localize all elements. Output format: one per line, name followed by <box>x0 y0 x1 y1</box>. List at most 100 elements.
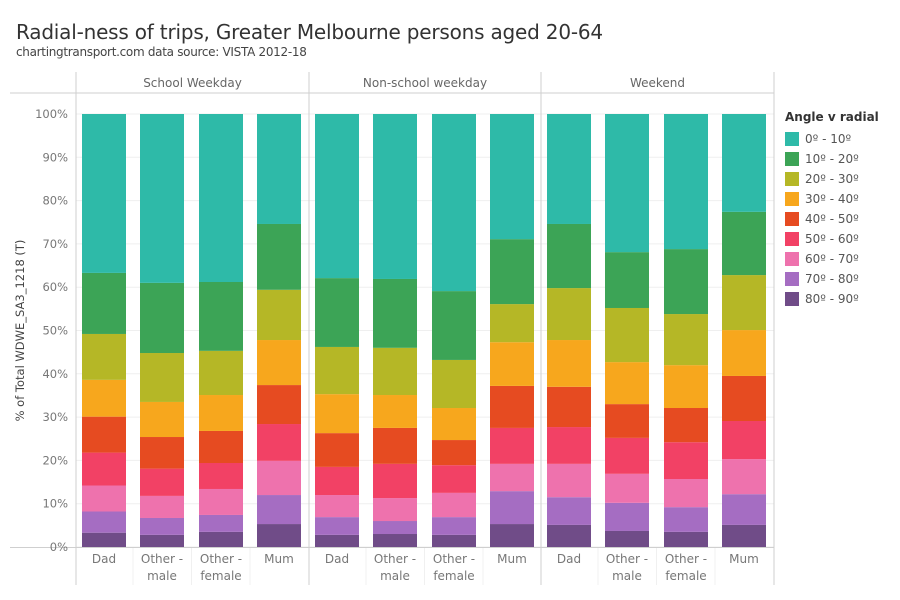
bar-segment[interactable] <box>140 534 184 547</box>
bar-segment[interactable] <box>547 463 591 498</box>
bar-segment[interactable] <box>140 114 184 283</box>
bar-segment[interactable] <box>82 511 126 533</box>
bar-segment[interactable] <box>722 330 766 376</box>
legend-item[interactable]: 30º - 40º <box>785 189 879 209</box>
bar-stack[interactable] <box>140 114 184 547</box>
bar-segment[interactable] <box>82 485 126 512</box>
bar-segment[interactable] <box>373 114 417 279</box>
bar-segment[interactable] <box>490 304 534 343</box>
bar-segment[interactable] <box>82 452 126 486</box>
bar-segment[interactable] <box>82 379 126 417</box>
bar-segment[interactable] <box>664 408 708 443</box>
bar-segment[interactable] <box>315 534 359 547</box>
bar-segment[interactable] <box>373 395 417 428</box>
bar-segment[interactable] <box>199 395 243 431</box>
bar-segment[interactable] <box>664 314 708 366</box>
bar-segment[interactable] <box>664 442 708 480</box>
bar-segment[interactable] <box>490 491 534 525</box>
legend-item[interactable]: 0º - 10º <box>785 129 879 149</box>
bar-segment[interactable] <box>373 498 417 522</box>
legend-item[interactable]: 20º - 30º <box>785 169 879 189</box>
bar-segment[interactable] <box>373 463 417 499</box>
bar-segment[interactable] <box>490 342 534 386</box>
bar-segment[interactable] <box>315 495 359 518</box>
bar-segment[interactable] <box>257 114 301 224</box>
bar-segment[interactable] <box>257 495 301 525</box>
bar-segment[interactable] <box>664 507 708 532</box>
bar-segment[interactable] <box>82 272 126 334</box>
bar-segment[interactable] <box>140 401 184 438</box>
bar-segment[interactable] <box>547 427 591 464</box>
bar-segment[interactable] <box>605 530 649 547</box>
bar-segment[interactable] <box>315 433 359 467</box>
bar-segment[interactable] <box>664 365 708 409</box>
bar-segment[interactable] <box>257 340 301 386</box>
bar-segment[interactable] <box>199 531 243 547</box>
bar-segment[interactable] <box>722 459 766 495</box>
bar-segment[interactable] <box>664 531 708 547</box>
bar-stack[interactable] <box>82 114 126 547</box>
bar-segment[interactable] <box>605 437 649 474</box>
bar-segment[interactable] <box>82 114 126 273</box>
bar-segment[interactable] <box>490 524 534 547</box>
bar-segment[interactable] <box>315 278 359 347</box>
bar-segment[interactable] <box>432 114 476 292</box>
bar-stack[interactable] <box>315 114 359 547</box>
legend-item[interactable]: 80º - 90º <box>785 289 879 309</box>
bar-segment[interactable] <box>722 524 766 547</box>
bar-segment[interactable] <box>315 466 359 496</box>
bar-stack[interactable] <box>547 114 591 547</box>
bar-segment[interactable] <box>373 521 417 535</box>
bar-segment[interactable] <box>722 275 766 331</box>
bar-segment[interactable] <box>490 114 534 240</box>
bar-segment[interactable] <box>432 359 476 409</box>
bar-segment[interactable] <box>257 524 301 547</box>
bar-segment[interactable] <box>140 282 184 354</box>
legend-item[interactable]: 60º - 70º <box>785 249 879 269</box>
bar-stack[interactable] <box>490 114 534 547</box>
bar-segment[interactable] <box>722 211 766 276</box>
bar-segment[interactable] <box>199 462 243 489</box>
bar-segment[interactable] <box>722 114 766 212</box>
bar-segment[interactable] <box>140 437 184 469</box>
bar-segment[interactable] <box>373 278 417 348</box>
bar-segment[interactable] <box>432 291 476 360</box>
bar-segment[interactable] <box>605 114 649 253</box>
bar-segment[interactable] <box>722 375 766 421</box>
bar-stack[interactable] <box>257 114 301 547</box>
bar-segment[interactable] <box>432 492 476 518</box>
bar-segment[interactable] <box>257 424 301 461</box>
bar-segment[interactable] <box>605 252 649 308</box>
bar-stack[interactable] <box>373 114 417 547</box>
bar-segment[interactable] <box>605 404 649 438</box>
bar-segment[interactable] <box>257 385 301 425</box>
bar-segment[interactable] <box>140 495 184 518</box>
bar-stack[interactable] <box>664 114 708 547</box>
bar-segment[interactable] <box>432 408 476 441</box>
bar-segment[interactable] <box>490 385 534 428</box>
bar-segment[interactable] <box>257 460 301 496</box>
bar-segment[interactable] <box>315 346 359 395</box>
bar-segment[interactable] <box>432 440 476 466</box>
bar-segment[interactable] <box>605 307 649 363</box>
bar-stack[interactable] <box>432 114 476 547</box>
bar-segment[interactable] <box>547 524 591 547</box>
bar-segment[interactable] <box>140 468 184 496</box>
bar-segment[interactable] <box>257 223 301 290</box>
bar-segment[interactable] <box>373 347 417 396</box>
legend-item[interactable]: 70º - 80º <box>785 269 879 289</box>
bar-segment[interactable] <box>547 288 591 341</box>
bar-stack[interactable] <box>605 114 649 547</box>
bar-segment[interactable] <box>432 517 476 535</box>
bar-segment[interactable] <box>199 514 243 532</box>
bar-segment[interactable] <box>199 282 243 351</box>
bar-segment[interactable] <box>547 386 591 428</box>
legend-item[interactable]: 50º - 60º <box>785 229 879 249</box>
bar-segment[interactable] <box>547 340 591 387</box>
bar-segment[interactable] <box>605 362 649 405</box>
legend-item[interactable]: 40º - 50º <box>785 209 879 229</box>
bar-segment[interactable] <box>315 394 359 434</box>
bar-segment[interactable] <box>432 465 476 493</box>
bar-segment[interactable] <box>257 289 301 341</box>
bar-segment[interactable] <box>547 114 591 224</box>
